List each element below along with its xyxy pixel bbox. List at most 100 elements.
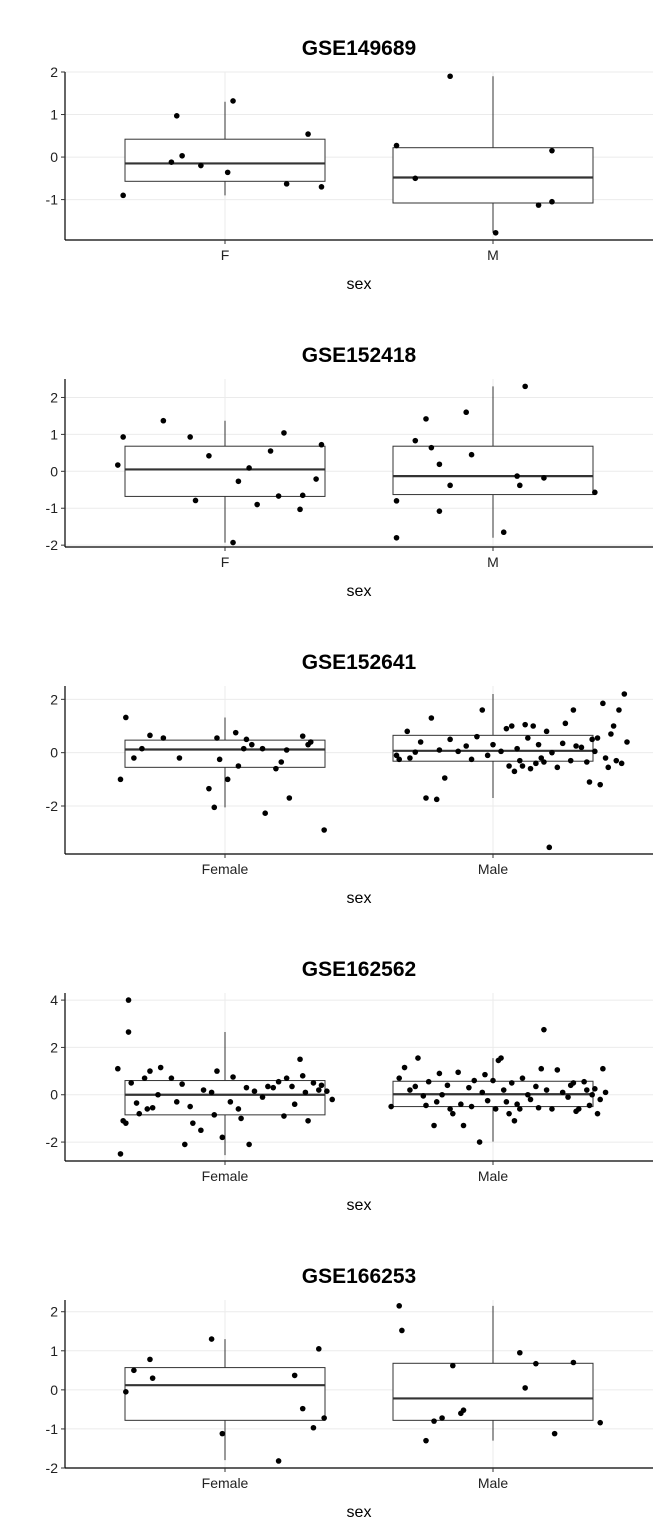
data-point	[393, 534, 400, 541]
data-point	[508, 723, 515, 729]
data-point	[131, 1367, 137, 1374]
data-point	[519, 763, 526, 769]
data-point	[535, 1104, 542, 1111]
data-point	[230, 539, 236, 546]
data-point	[139, 745, 145, 752]
data-point	[621, 691, 628, 697]
data-point	[425, 1078, 432, 1085]
data-point	[538, 1065, 545, 1072]
data-point	[594, 735, 601, 741]
data-point	[565, 1094, 571, 1100]
data-point	[559, 1089, 566, 1096]
data-point	[514, 745, 520, 752]
data-point	[249, 741, 255, 748]
data-point	[527, 1096, 534, 1103]
data-point	[275, 1458, 282, 1464]
data-point	[187, 434, 193, 440]
box-M	[392, 147, 594, 204]
x-tick-label: Male	[478, 1475, 509, 1491]
data-point	[232, 729, 239, 736]
data-point	[431, 1122, 437, 1129]
data-point	[318, 1082, 325, 1089]
data-point	[433, 1099, 440, 1105]
data-point	[147, 1356, 153, 1363]
x-tick-label: F	[221, 554, 230, 570]
data-point	[554, 1067, 561, 1073]
data-point	[533, 760, 539, 767]
data-point	[412, 749, 419, 755]
data-point	[407, 1087, 413, 1093]
data-point	[208, 1089, 215, 1096]
data-point	[117, 776, 124, 783]
data-point	[286, 795, 293, 801]
data-point	[624, 739, 630, 745]
data-point	[291, 1101, 298, 1108]
y-tick-label: 0	[50, 745, 58, 761]
data-point	[275, 493, 282, 499]
data-point	[570, 707, 577, 713]
data-point	[447, 736, 453, 743]
data-point	[589, 736, 595, 743]
data-point	[283, 1075, 290, 1081]
y-tick-label: -2	[46, 1460, 59, 1476]
data-point	[436, 747, 443, 753]
x-axis-title: sex	[347, 1197, 372, 1214]
data-point	[123, 1389, 129, 1395]
y-tick-label: -1	[46, 192, 59, 208]
data-point	[305, 1117, 311, 1124]
data-point	[420, 1093, 427, 1099]
data-point	[259, 745, 266, 752]
data-point	[316, 1346, 322, 1352]
data-point	[610, 723, 617, 729]
data-point	[533, 1083, 539, 1090]
box-F	[124, 445, 326, 497]
data-point	[318, 441, 325, 448]
box-M	[392, 445, 594, 496]
data-point	[120, 434, 126, 440]
data-point	[458, 1101, 464, 1108]
data-point	[608, 731, 614, 737]
box-F	[124, 138, 326, 182]
data-point	[546, 844, 553, 851]
data-point	[136, 1110, 143, 1117]
chart-title: GSE152418	[302, 344, 417, 367]
data-point	[281, 1113, 287, 1119]
data-point	[584, 759, 590, 765]
data-point	[206, 785, 212, 792]
data-point	[559, 740, 566, 747]
data-point	[535, 202, 542, 208]
data-point	[597, 781, 603, 788]
data-point	[219, 1134, 226, 1141]
data-point	[498, 1055, 504, 1061]
data-point	[404, 728, 411, 735]
data-point	[128, 1080, 134, 1086]
data-point	[535, 741, 542, 748]
data-point	[417, 739, 424, 745]
data-point	[235, 1106, 242, 1112]
data-point	[393, 498, 400, 504]
data-point	[230, 98, 236, 104]
x-axis-title: sex	[347, 890, 372, 907]
data-point	[602, 755, 609, 761]
data-point	[543, 1087, 550, 1093]
data-point	[238, 1115, 244, 1122]
data-point	[433, 796, 440, 803]
box-Male	[392, 1362, 594, 1421]
data-point	[589, 1091, 595, 1098]
data-point	[605, 764, 612, 771]
data-point	[393, 142, 400, 149]
data-point	[562, 720, 569, 727]
data-point	[600, 700, 606, 707]
data-point	[299, 492, 306, 499]
data-point	[246, 465, 252, 471]
box-Male	[392, 734, 594, 762]
data-point	[133, 1100, 140, 1106]
data-point	[616, 707, 622, 713]
x-tick-label: Female	[202, 1168, 249, 1184]
data-point	[211, 1112, 218, 1118]
data-point	[530, 723, 536, 729]
data-point	[543, 728, 550, 735]
data-point	[436, 461, 443, 468]
data-point	[594, 1110, 601, 1117]
